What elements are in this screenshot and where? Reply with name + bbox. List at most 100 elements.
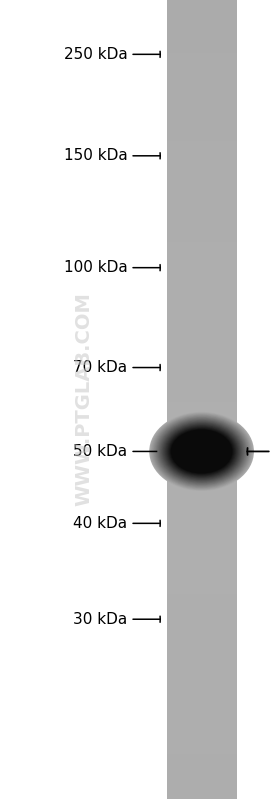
- Bar: [167, 525, 237, 527]
- Bar: [167, 258, 237, 261]
- Bar: [167, 575, 237, 578]
- Bar: [167, 74, 237, 78]
- Bar: [167, 40, 237, 42]
- Bar: [167, 661, 237, 663]
- Bar: [167, 453, 237, 455]
- Bar: [167, 32, 237, 34]
- Bar: [167, 785, 237, 789]
- Bar: [167, 565, 237, 567]
- Bar: [167, 461, 237, 463]
- Bar: [167, 773, 237, 775]
- Bar: [167, 144, 237, 146]
- Bar: [167, 322, 237, 325]
- Bar: [167, 474, 237, 477]
- Ellipse shape: [163, 423, 241, 480]
- Bar: [167, 34, 237, 38]
- Bar: [167, 698, 237, 701]
- Bar: [167, 8, 237, 10]
- Bar: [167, 650, 237, 653]
- Bar: [167, 200, 237, 202]
- Bar: [167, 634, 237, 637]
- Bar: [167, 46, 237, 48]
- Bar: [167, 745, 237, 749]
- Bar: [167, 325, 237, 328]
- Bar: [167, 727, 237, 729]
- Bar: [167, 450, 237, 453]
- Bar: [167, 589, 237, 591]
- Bar: [167, 386, 237, 389]
- Bar: [167, 445, 237, 447]
- Bar: [167, 613, 237, 615]
- Bar: [167, 471, 237, 474]
- Bar: [167, 602, 237, 605]
- Bar: [167, 314, 237, 317]
- Bar: [167, 709, 237, 711]
- Bar: [167, 170, 237, 173]
- Bar: [167, 469, 237, 471]
- Bar: [167, 277, 237, 280]
- Bar: [167, 789, 237, 791]
- Text: 70 kDa: 70 kDa: [73, 360, 127, 375]
- Bar: [167, 26, 237, 30]
- Bar: [167, 280, 237, 282]
- Bar: [167, 282, 237, 285]
- Bar: [167, 240, 237, 242]
- Bar: [167, 229, 237, 232]
- Bar: [167, 378, 237, 381]
- Bar: [167, 477, 237, 479]
- Bar: [167, 133, 237, 136]
- Bar: [167, 272, 237, 274]
- Bar: [167, 413, 237, 415]
- Bar: [167, 152, 237, 154]
- Bar: [167, 341, 237, 344]
- Bar: [167, 690, 237, 693]
- Ellipse shape: [157, 418, 247, 485]
- Bar: [167, 687, 237, 690]
- Bar: [167, 130, 237, 133]
- Bar: [167, 527, 237, 530]
- Ellipse shape: [165, 424, 239, 479]
- Bar: [167, 293, 237, 296]
- Bar: [167, 66, 237, 70]
- Bar: [167, 216, 237, 218]
- Bar: [167, 38, 237, 40]
- Bar: [167, 733, 237, 735]
- Bar: [167, 535, 237, 538]
- Bar: [167, 570, 237, 573]
- Bar: [167, 72, 237, 74]
- Bar: [167, 42, 237, 46]
- Bar: [167, 703, 237, 706]
- Bar: [167, 357, 237, 360]
- Bar: [167, 384, 237, 386]
- Bar: [167, 685, 237, 687]
- Bar: [167, 629, 237, 631]
- Bar: [167, 599, 237, 602]
- Ellipse shape: [171, 429, 232, 473]
- Bar: [167, 495, 237, 498]
- Bar: [167, 783, 237, 785]
- Bar: [167, 429, 237, 431]
- Bar: [167, 530, 237, 533]
- Text: 30 kDa: 30 kDa: [73, 612, 127, 626]
- Bar: [167, 120, 237, 122]
- Bar: [167, 501, 237, 503]
- Bar: [167, 567, 237, 570]
- Bar: [167, 695, 237, 698]
- Ellipse shape: [157, 419, 246, 484]
- Bar: [167, 376, 237, 378]
- Bar: [167, 22, 237, 24]
- Bar: [167, 397, 237, 400]
- Ellipse shape: [162, 422, 241, 481]
- Bar: [167, 394, 237, 397]
- Bar: [167, 533, 237, 535]
- Bar: [167, 775, 237, 777]
- Bar: [167, 194, 237, 197]
- Bar: [167, 149, 237, 152]
- Bar: [167, 346, 237, 349]
- Bar: [167, 181, 237, 184]
- Text: 50 kDa: 50 kDa: [73, 444, 127, 459]
- Bar: [167, 221, 237, 224]
- Bar: [167, 498, 237, 501]
- Bar: [167, 56, 237, 58]
- Bar: [167, 509, 237, 511]
